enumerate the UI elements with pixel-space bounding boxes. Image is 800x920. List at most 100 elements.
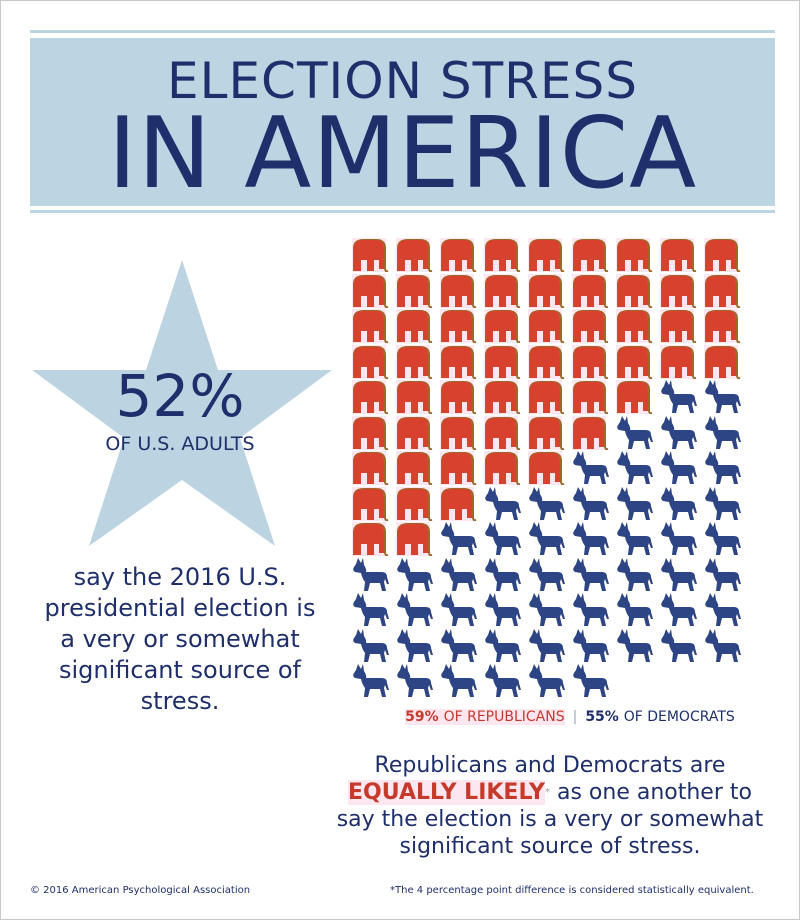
elephant-icon xyxy=(440,309,478,344)
donkey-icon xyxy=(484,664,522,698)
donkey-icon xyxy=(352,664,390,698)
conclusion-line-4: significant source of stress. xyxy=(399,834,701,859)
elephant-icon xyxy=(660,238,698,273)
elephant-icon xyxy=(440,451,478,486)
donkey-icon xyxy=(352,593,390,627)
donkey-icon xyxy=(616,522,654,556)
elephant-icon xyxy=(704,344,742,379)
rep-percent: 59% xyxy=(405,709,439,725)
donkey-icon xyxy=(440,664,478,698)
elephant-icon xyxy=(396,486,434,521)
elephant-icon xyxy=(660,344,698,379)
donkey-icon xyxy=(616,593,654,627)
elephant-icon xyxy=(484,309,522,344)
elephant-icon xyxy=(704,309,742,344)
left-statement: say the 2016 U.S. presidential election … xyxy=(44,563,316,715)
copyright: © 2016 American Psychological Associatio… xyxy=(30,885,251,896)
donkey-icon xyxy=(616,557,654,592)
elephant-icon xyxy=(528,451,566,486)
elephant-icon xyxy=(528,380,566,415)
elephant-icon xyxy=(660,273,698,308)
conclusion-line-3: say the election is a very or somewhat xyxy=(336,807,764,832)
elephant-icon xyxy=(440,380,478,415)
donkey-icon xyxy=(572,557,610,592)
donkey-icon xyxy=(660,557,698,592)
donkey-icon xyxy=(440,628,478,663)
title-bottom-rule xyxy=(30,210,775,213)
elephant-icon xyxy=(528,309,566,344)
donkey-icon xyxy=(704,522,742,556)
elephant-icon xyxy=(396,522,434,557)
donkey-icon xyxy=(660,451,698,485)
donkey-icon xyxy=(660,522,698,556)
donkey-icon xyxy=(528,628,566,663)
donkey-icon xyxy=(440,557,478,592)
donkey-icon xyxy=(528,486,566,521)
elephant-icon xyxy=(440,415,478,450)
donkey-icon xyxy=(484,593,522,627)
elephant-icon xyxy=(572,415,610,450)
elephant-icon xyxy=(616,380,654,415)
donkey-icon xyxy=(572,628,610,663)
donkey-icon xyxy=(396,664,434,698)
elephant-icon xyxy=(704,238,742,273)
elephant-icon xyxy=(352,380,390,415)
donkey-icon xyxy=(660,380,698,414)
elephant-icon xyxy=(352,522,390,557)
legend: 59% OF REPUBLICANS | 55% OF DEMOCRATS xyxy=(340,709,800,725)
donkey-icon xyxy=(528,593,566,627)
title-banner: ELECTION STRESS IN AMERICA xyxy=(30,38,775,206)
elephant-icon xyxy=(616,309,654,344)
adults-label: OF U.S. ADULTS xyxy=(105,433,255,455)
elephant-icon xyxy=(396,309,434,344)
donkey-icon xyxy=(704,451,742,485)
donkey-icon xyxy=(396,628,434,663)
donkey-icon xyxy=(616,486,654,521)
elephant-icon xyxy=(484,451,522,486)
donkey-icon xyxy=(396,593,434,627)
dem-label: OF DEMOCRATS xyxy=(623,709,735,725)
elephant-icon xyxy=(440,238,478,273)
donkey-icon xyxy=(352,557,390,592)
donkey-icon xyxy=(660,415,698,450)
elephant-icon xyxy=(352,273,390,308)
elephant-icon xyxy=(352,486,390,521)
elephant-icon xyxy=(572,344,610,379)
donkey-icon xyxy=(660,628,698,663)
donkey-icon xyxy=(528,664,566,698)
donkey-icon xyxy=(440,522,478,556)
elephant-icon xyxy=(484,415,522,450)
donkey-icon xyxy=(572,451,610,485)
title-line-1: ELECTION STRESS xyxy=(167,52,638,110)
elephant-icon xyxy=(528,238,566,273)
donkey-icon xyxy=(704,628,742,663)
title-top-rule xyxy=(30,30,775,33)
elephant-icon xyxy=(528,344,566,379)
adults-percent: 52% xyxy=(115,362,245,430)
elephant-icon xyxy=(572,238,610,273)
elephant-icon xyxy=(440,344,478,379)
donkey-icon xyxy=(484,522,522,556)
elephant-icon xyxy=(484,273,522,308)
donkey-icon xyxy=(704,486,742,521)
donkey-icon xyxy=(572,522,610,556)
elephant-icon xyxy=(396,273,434,308)
donkey-icon xyxy=(528,522,566,556)
legend-democrats: 55% OF DEMOCRATS xyxy=(585,709,735,725)
elephant-icon xyxy=(528,273,566,308)
donkey-icon xyxy=(660,593,698,627)
asterisk: * xyxy=(544,787,550,798)
donkey-icon xyxy=(704,380,742,414)
elephant-icon xyxy=(396,238,434,273)
donkey-icon xyxy=(528,557,566,592)
donkey-icon xyxy=(440,593,478,627)
elephant-icon xyxy=(396,380,434,415)
elephant-icon xyxy=(616,238,654,273)
elephant-icon xyxy=(704,273,742,308)
elephant-icon xyxy=(396,451,434,486)
dem-percent: 55% xyxy=(585,709,619,725)
elephant-icon xyxy=(396,415,434,450)
donkey-icon xyxy=(484,628,522,663)
donkey-icon xyxy=(660,486,698,521)
conclusion-line-2: EQUALLY LIKELY* as one another to xyxy=(300,779,800,806)
